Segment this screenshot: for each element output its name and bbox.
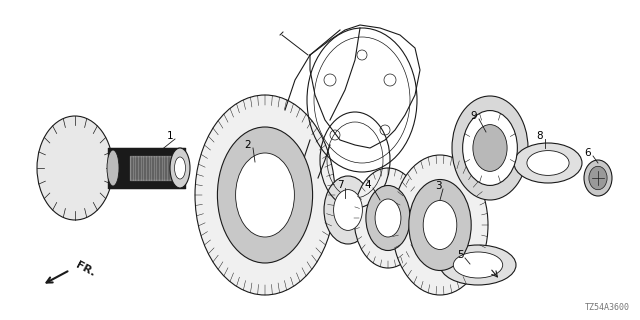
Ellipse shape [175, 157, 186, 179]
Ellipse shape [409, 180, 471, 270]
Text: TZ54A3600: TZ54A3600 [585, 303, 630, 312]
Ellipse shape [453, 252, 502, 278]
Ellipse shape [375, 199, 401, 237]
Ellipse shape [236, 153, 294, 237]
Ellipse shape [514, 143, 582, 183]
Ellipse shape [452, 96, 528, 200]
Text: 7: 7 [337, 180, 343, 190]
Ellipse shape [170, 148, 190, 188]
Ellipse shape [584, 160, 612, 196]
Text: 2: 2 [244, 140, 252, 150]
Text: 4: 4 [365, 180, 371, 190]
Text: FR.: FR. [74, 260, 97, 278]
Ellipse shape [392, 155, 488, 295]
Ellipse shape [589, 166, 607, 190]
Ellipse shape [195, 95, 335, 295]
Text: 6: 6 [585, 148, 591, 158]
Text: 3: 3 [435, 181, 442, 191]
Text: 8: 8 [537, 131, 543, 141]
Ellipse shape [333, 189, 362, 230]
Text: 9: 9 [470, 111, 477, 121]
Ellipse shape [107, 150, 119, 186]
Ellipse shape [366, 186, 410, 251]
Ellipse shape [37, 116, 113, 220]
Ellipse shape [218, 127, 312, 263]
Ellipse shape [354, 168, 422, 268]
Ellipse shape [440, 245, 516, 285]
Ellipse shape [324, 176, 372, 244]
Text: 1: 1 [166, 131, 173, 141]
Ellipse shape [473, 124, 507, 172]
Ellipse shape [423, 201, 457, 250]
Ellipse shape [463, 110, 517, 185]
Text: 5: 5 [457, 250, 463, 260]
Ellipse shape [527, 151, 569, 175]
